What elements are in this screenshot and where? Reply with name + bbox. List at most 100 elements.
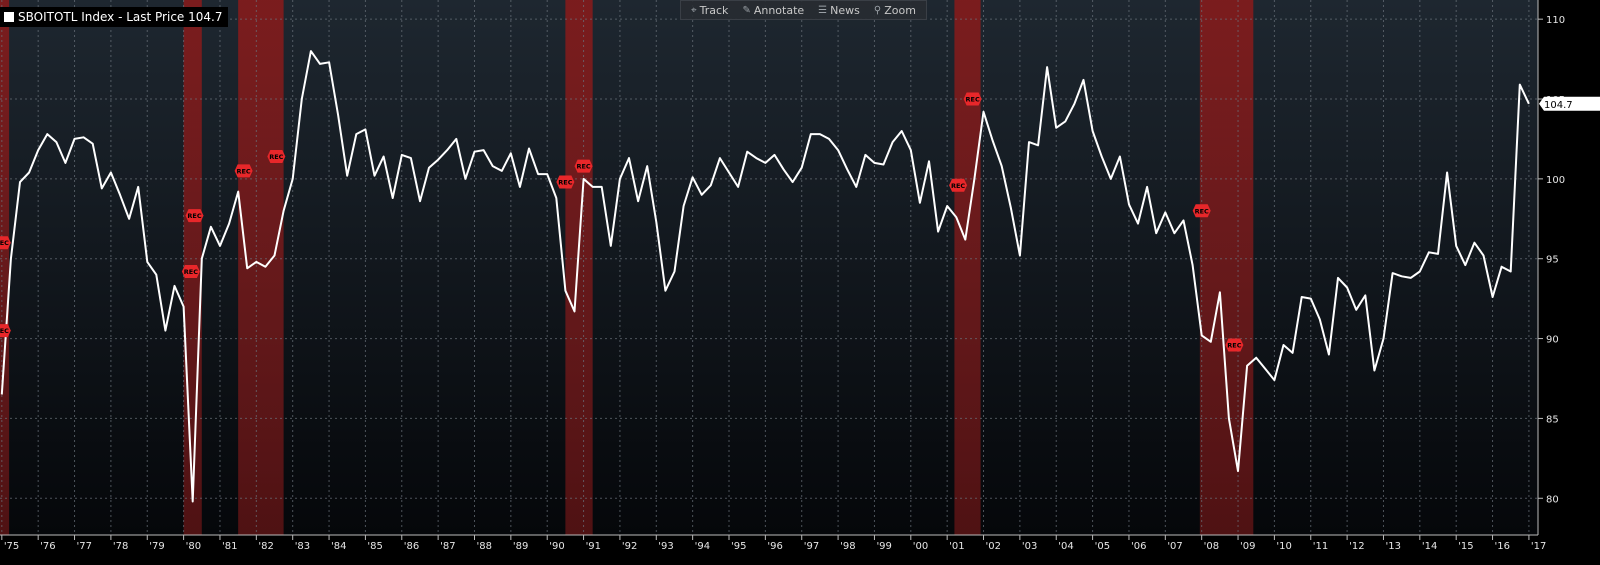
x-tick-label: '96 [767,541,782,552]
x-tick-label: '17 [1531,541,1546,552]
x-tick-label: '05 [1095,541,1110,552]
rec-marker-label: REC [0,327,9,335]
recession-band [954,0,981,535]
x-tick-label: '84 [331,541,346,552]
x-tick-label: '01 [949,541,964,552]
x-tick-label: '76 [40,541,55,552]
y-tick-label: 85 [1546,414,1559,425]
x-tick-label: '77 [77,541,92,552]
x-tick-label: '06 [1131,541,1146,552]
rec-marker-label: REC [576,163,590,171]
x-tick-label: '91 [586,541,601,552]
x-tick-label: '89 [513,541,528,552]
last-value-label: 104.7 [1544,100,1573,111]
rec-marker[interactable] [556,175,575,189]
rec-marker[interactable] [181,264,200,278]
plot-background [0,0,1538,535]
rec-marker[interactable] [0,324,11,338]
legend-label: SBOITOTL Index - Last Price 104.7 [18,10,223,24]
rec-marker-label: REC [1195,207,1209,215]
news-button[interactable]: ☰ News [814,4,864,17]
x-tick-label: '92 [622,541,637,552]
x-tick-label: '85 [367,541,382,552]
y-tick-label: 80 [1546,494,1559,505]
y-tick-label: 100 [1546,175,1565,186]
recession-band [238,0,284,535]
crosshair-icon: ⌖ [691,4,697,16]
x-tick-label: '80 [186,541,201,552]
zoom-label: Zoom [884,3,916,17]
x-tick-label: '07 [1167,541,1182,552]
recession-band [1199,0,1254,535]
y-tick-label: 95 [1546,255,1559,266]
x-tick-label: '93 [658,541,673,552]
rec-marker[interactable] [234,164,253,178]
y-axis-strip [1538,0,1600,565]
rec-marker-label: REC [1227,341,1241,349]
rec-marker[interactable] [267,150,286,164]
rec-marker-label: REC [558,179,572,187]
rec-marker-label: REC [269,153,283,161]
x-tick-label: '90 [549,541,564,552]
x-tick-label: '11 [1313,541,1328,552]
x-tick-label: '02 [986,541,1001,552]
x-tick-label: '87 [440,541,455,552]
rec-marker[interactable] [1192,204,1211,218]
news-label: News [830,3,860,17]
rec-marker[interactable] [949,178,968,192]
rec-marker-label: REC [187,212,201,220]
recession-band [565,0,593,535]
x-tick-label: '88 [476,541,491,552]
x-tick-label: '95 [731,541,746,552]
last-value-badge [1539,96,1600,111]
x-tick-label: '14 [1422,541,1437,552]
rec-marker-label: REC [236,167,250,175]
x-tick-label: '79 [149,541,164,552]
rec-marker-label: REC [184,268,198,276]
x-tick-label: '82 [258,541,273,552]
rec-marker-label: REC [0,239,9,247]
track-button[interactable]: ⌖ Track [687,4,732,17]
rec-marker[interactable] [574,159,593,173]
track-label: Track [699,3,729,17]
x-tick-label: '10 [1276,541,1291,552]
rec-marker[interactable] [0,236,11,250]
rec-marker[interactable] [963,92,982,106]
y-tick-label: 110 [1546,15,1565,26]
series-legend: SBOITOTL Index - Last Price 104.7 [0,7,229,27]
x-tick-label: '75 [4,541,19,552]
zoom-button[interactable]: ⚲ Zoom [870,4,920,17]
rec-marker[interactable] [185,209,204,223]
rec-marker-label: REC [951,182,965,190]
x-tick-label: '98 [840,541,855,552]
x-tick-label: '16 [1495,541,1510,552]
x-tick-label: '13 [1385,541,1400,552]
x-tick-label: '97 [804,541,819,552]
x-tick-label: '83 [295,541,310,552]
rec-marker[interactable] [1225,338,1244,352]
y-tick-label: 90 [1546,335,1559,346]
x-tick-label: '03 [1022,541,1037,552]
x-tick-label: '86 [404,541,419,552]
x-tick-label: '78 [113,541,128,552]
x-tick-label: '12 [1349,541,1364,552]
chart-toolbar: ⌖ Track ✎ Annotate ☰ News ⚲ Zoom [680,0,927,20]
x-tick-label: '99 [876,541,891,552]
pencil-icon: ✎ [742,4,751,16]
x-tick-label: '15 [1458,541,1473,552]
x-tick-label: '08 [1204,541,1219,552]
x-tick-label: '09 [1240,541,1255,552]
x-axis-strip [0,535,1600,565]
annotate-label: Annotate [753,3,805,17]
recession-band [0,0,10,535]
series-line[interactable] [0,50,1530,503]
annotate-button[interactable]: ✎ Annotate [738,4,808,17]
magnifier-icon: ⚲ [873,4,882,16]
rec-marker-label: REC [966,96,980,104]
x-tick-label: '81 [222,541,237,552]
legend-swatch [4,12,14,22]
news-icon: ☰ [818,4,828,16]
x-tick-label: '94 [695,541,710,552]
